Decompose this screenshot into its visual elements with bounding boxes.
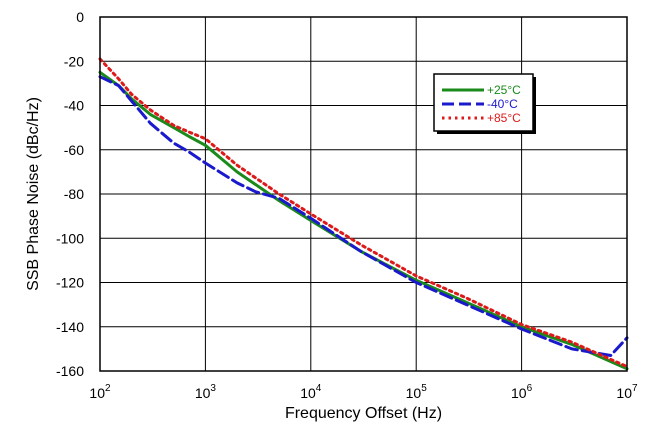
x-tick-label: 103 [195, 383, 217, 401]
y-tick-label: -80 [64, 186, 84, 202]
series-line-0 [98, 70, 629, 371]
x-tick-label: 106 [511, 383, 533, 401]
x-tick-label: 107 [616, 383, 638, 401]
plot-area [99, 16, 628, 372]
x-tick-label: 105 [406, 383, 428, 401]
legend: +25°C-40°C+85°C [433, 73, 536, 134]
series-line-1 [98, 75, 629, 357]
y-tick-label: -60 [64, 142, 84, 158]
grid [99, 16, 628, 372]
x-tick-label: 102 [89, 383, 111, 401]
series-layer [98, 57, 629, 371]
x-tick-label: 104 [300, 383, 322, 401]
y-tick-label: -140 [56, 319, 84, 335]
legend-label-1: -40°C [487, 97, 518, 111]
y-axis-ticks: 0 -20 -40 -60 -80 -100 -120 -140 -160 [56, 9, 84, 379]
y-tick-label: -20 [64, 53, 84, 69]
y-tick-label: -160 [56, 363, 84, 379]
x-axis-label: Frequency Offset (Hz) [285, 405, 442, 422]
y-tick-label: -40 [64, 98, 84, 114]
y-axis-label: SSB Phase Noise (dBc/Hz) [25, 97, 42, 291]
y-tick-label: -120 [56, 275, 84, 291]
y-tick-label: -100 [56, 230, 84, 246]
y-tick-label: 0 [76, 9, 84, 25]
series-line-2 [98, 57, 629, 369]
legend-label-2: +85°C [487, 111, 521, 125]
legend-label-0: +25°C [487, 83, 521, 97]
x-axis-ticks: 102 103 104 105 106 107 [89, 383, 638, 401]
